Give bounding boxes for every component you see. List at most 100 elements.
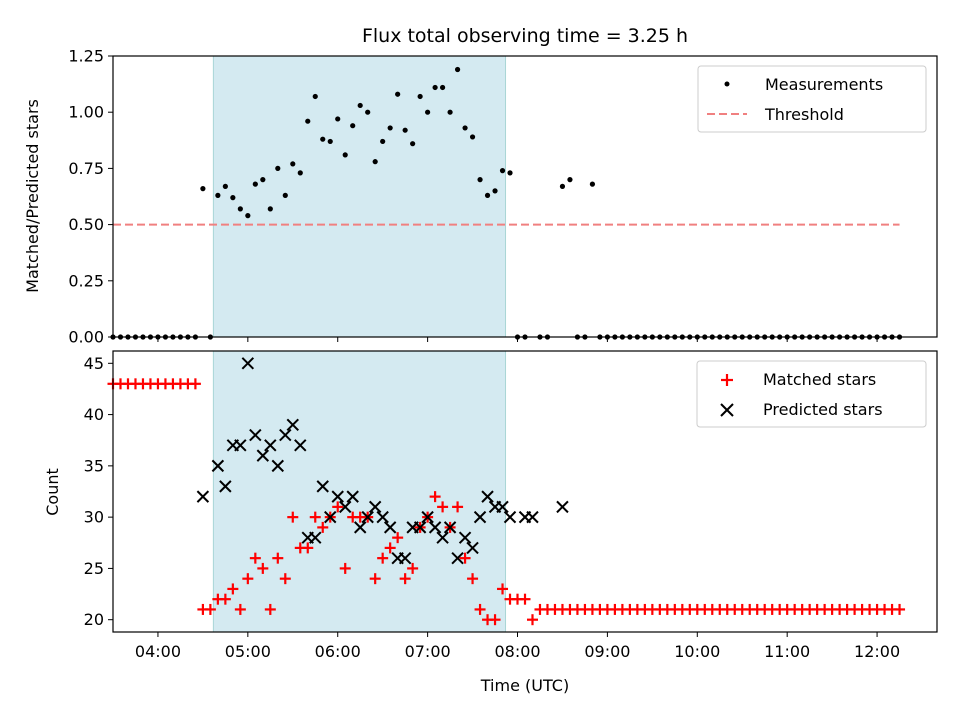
bottom-y-axis: 20 25 30 35 40 45 bbox=[84, 354, 113, 629]
measurement-point bbox=[350, 123, 356, 129]
predicted-star-point bbox=[286, 418, 299, 432]
measurement-point bbox=[559, 183, 566, 189]
predicted-star-point bbox=[339, 500, 352, 514]
matched-star-point bbox=[894, 603, 906, 615]
top-y-tick-label: 0.75 bbox=[68, 159, 104, 178]
x-tick-label: 09:00 bbox=[584, 642, 630, 661]
measurement-point bbox=[267, 206, 273, 212]
matched-star-point bbox=[467, 573, 479, 585]
predicted-star-point bbox=[279, 428, 292, 442]
x-tick-label: 05:00 bbox=[225, 642, 271, 661]
measurement-point bbox=[357, 102, 363, 109]
predicted-star-point bbox=[309, 531, 322, 544]
predicted-star-point bbox=[458, 531, 472, 544]
x-tick-label: 08:00 bbox=[494, 642, 540, 661]
predicted-star-point bbox=[249, 428, 262, 442]
measurement-point bbox=[260, 177, 266, 183]
x-tick-label: 04:00 bbox=[135, 642, 181, 661]
top-y-tick-label: 0.25 bbox=[68, 271, 104, 290]
legend-label-predicted: Predicted stars bbox=[763, 400, 883, 419]
predicted-star-point bbox=[241, 357, 255, 370]
matched-star-point bbox=[399, 573, 411, 585]
predicted-star-point bbox=[451, 551, 464, 565]
measurement-point bbox=[335, 116, 341, 122]
measurement-point bbox=[282, 192, 288, 198]
matched-star-point bbox=[302, 542, 314, 554]
predicted-star-point bbox=[481, 490, 494, 503]
bottom-axes-frame bbox=[112, 350, 938, 633]
legend-marker-matched bbox=[721, 374, 733, 386]
measurement-point bbox=[410, 141, 416, 147]
measurement-point bbox=[589, 181, 596, 187]
predicted-star-point bbox=[473, 510, 487, 524]
legend-label-threshold: Threshold bbox=[764, 105, 844, 124]
top-legend-box bbox=[697, 65, 927, 133]
predicted-star-point bbox=[436, 531, 449, 544]
top-panel: 0.00 0.25 0.50 0.75 1.00 1.25 Matched/Predict… bbox=[23, 47, 938, 347]
predicted-star-point bbox=[316, 480, 329, 493]
measurement-point bbox=[305, 118, 311, 124]
measurement-point bbox=[342, 152, 348, 158]
bottom-panel: 20 25 30 35 40 45 04:00 05:00 06:00 07:00 08:00 09… bbox=[43, 337, 938, 695]
matched-star-point bbox=[429, 491, 441, 503]
measurement-point bbox=[469, 134, 476, 140]
predicted-star-point bbox=[503, 510, 517, 524]
measurement-point bbox=[252, 181, 258, 187]
matched-star-point bbox=[204, 603, 216, 615]
matched-star-point bbox=[474, 603, 486, 615]
predicted-star-point bbox=[413, 521, 427, 534]
predicted-star-point bbox=[368, 500, 382, 514]
legend-marker-predicted bbox=[720, 403, 734, 417]
predicted-star-point bbox=[376, 510, 389, 524]
measurement-point bbox=[200, 186, 206, 192]
matched-star-point bbox=[497, 583, 509, 595]
measurement-point bbox=[215, 192, 221, 198]
measurement-point bbox=[365, 109, 371, 115]
measurement-point bbox=[507, 170, 513, 176]
predicted-star-point bbox=[443, 521, 457, 534]
predicted-star-point bbox=[196, 490, 210, 503]
measurement-point bbox=[499, 168, 506, 174]
matched-star-point bbox=[227, 583, 239, 595]
matched-star-point bbox=[369, 573, 381, 585]
predicted-star-point bbox=[256, 449, 270, 462]
matched-star-point bbox=[219, 593, 231, 605]
top-y-tick-label: 1.00 bbox=[68, 103, 104, 122]
x-tick-label: 06:00 bbox=[315, 642, 361, 661]
predicted-star-point bbox=[234, 439, 247, 452]
x-axis-label: Time (UTC) bbox=[480, 676, 569, 695]
measurement-point bbox=[417, 93, 423, 100]
predicted-star-point bbox=[428, 521, 442, 534]
top-y-axis: 0.00 0.25 0.50 0.75 1.00 1.25 bbox=[68, 47, 113, 347]
measurement-point bbox=[425, 109, 431, 115]
predicted-star-point bbox=[331, 490, 344, 503]
matched-star-point bbox=[309, 511, 321, 523]
measurement-point bbox=[477, 177, 483, 183]
matched-star-point bbox=[234, 603, 246, 615]
predicted-star-point bbox=[466, 541, 479, 555]
predicted-star-point bbox=[383, 521, 397, 534]
measurement-point bbox=[462, 125, 468, 131]
chart-title: Flux total observing time = 3.25 h bbox=[362, 25, 688, 47]
measurement-point bbox=[380, 138, 386, 145]
predicted-star-point bbox=[526, 510, 539, 524]
matched-star-point bbox=[272, 552, 284, 564]
measurement-point bbox=[372, 159, 378, 165]
top-legend: Measurements Threshold bbox=[697, 65, 927, 133]
measurement-point bbox=[440, 84, 446, 91]
bottom-span bbox=[212, 350, 507, 633]
predicted-star-point bbox=[294, 439, 307, 452]
bottom-y-tick-label: 45 bbox=[84, 354, 104, 373]
matched-star-point bbox=[452, 501, 464, 513]
top-span bbox=[212, 55, 507, 338]
matched-star-point bbox=[392, 532, 404, 544]
matched-star-point bbox=[242, 573, 254, 585]
matched-star-point bbox=[257, 562, 269, 574]
measurement-point bbox=[222, 183, 228, 189]
measurement-point bbox=[320, 136, 326, 142]
measurement-point bbox=[492, 188, 498, 194]
predicted-star-point bbox=[361, 510, 374, 524]
measurement-point bbox=[275, 165, 281, 171]
bottom-y-tick-label: 20 bbox=[84, 610, 104, 629]
